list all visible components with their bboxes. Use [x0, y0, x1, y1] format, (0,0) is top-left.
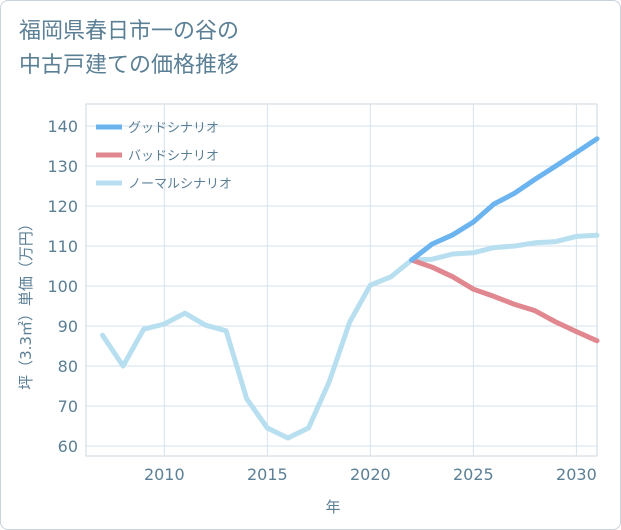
y-tick-label-100: 100 — [47, 277, 78, 296]
y-axis-label: 坪（3.3㎡）単価（万円） — [17, 216, 35, 390]
y-tick-label-70: 70 — [58, 397, 78, 416]
y-tick-label-80: 80 — [58, 357, 78, 376]
y-tick-label-110: 110 — [47, 237, 78, 256]
y-axis-ticks: 60 70 80 90 100 110 120 130 140 — [47, 117, 78, 456]
plot-area — [85, 103, 598, 457]
y-tick-label-120: 120 — [47, 197, 78, 216]
x-axis-ticks: 2010 2015 2020 2025 2030 — [144, 465, 597, 484]
legend-label-bad: バッドシナリオ — [128, 149, 219, 164]
y-tick-label-130: 130 — [47, 157, 78, 176]
x-tick-label-2025: 2025 — [453, 465, 494, 484]
x-tick-label-2030: 2030 — [556, 465, 597, 484]
x-tick-label-2015: 2015 — [247, 465, 288, 484]
legend-label-normal: ノーマルシナリオ — [128, 177, 232, 192]
legend-label-good: グッドシナリオ — [128, 121, 219, 136]
y-tick-label-90: 90 — [58, 317, 78, 336]
y-tick-label-140: 140 — [47, 117, 78, 136]
y-tick-label-60: 60 — [58, 437, 78, 456]
grid-lines — [86, 104, 597, 456]
x-axis-label: 年 — [325, 498, 340, 516]
x-tick-label-2020: 2020 — [350, 465, 391, 484]
chart-title-line-1: 福岡県春日市一の谷の — [19, 19, 240, 44]
x-tick-label-2010: 2010 — [144, 465, 185, 484]
series-line-normal — [100, 232, 600, 441]
series-line-good — [409, 136, 600, 263]
chart-title: 福岡県春日市一の谷の 中古戸建ての価格推移 — [19, 15, 579, 83]
series-line-bad — [409, 257, 600, 344]
chart-title-line-2: 中古戸建ての価格推移 — [19, 53, 240, 78]
series-layer — [100, 136, 600, 441]
